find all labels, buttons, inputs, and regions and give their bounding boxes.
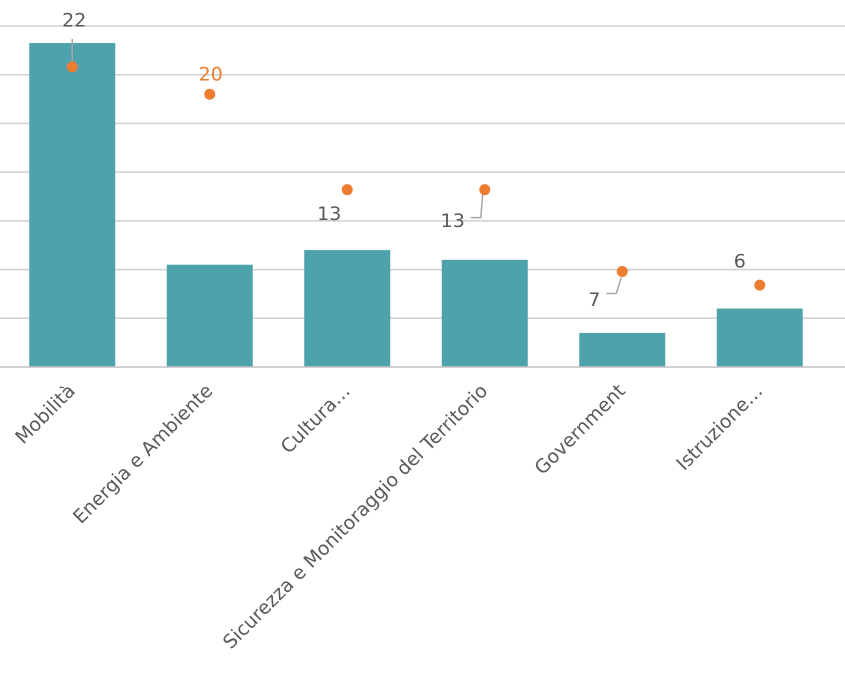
bar: [29, 43, 116, 368]
dot: [479, 184, 491, 196]
leader-line: [470, 193, 484, 219]
x-tick-label: Mobilità: [11, 380, 80, 449]
dot: [616, 266, 628, 278]
data-label: 6: [734, 251, 746, 273]
data-label: 13: [441, 210, 465, 232]
bar: [716, 308, 803, 367]
dot: [754, 279, 766, 291]
data-label: 20: [199, 64, 223, 86]
x-tick-label: Cultura…: [277, 380, 355, 458]
bar: [579, 332, 666, 367]
bar: [166, 264, 253, 367]
x-tick-label: Government: [530, 380, 629, 479]
leader-line: [606, 277, 622, 295]
data-label: 13: [317, 203, 341, 225]
bar: [304, 250, 391, 367]
data-label: 22: [62, 9, 86, 31]
bar: [441, 259, 528, 367]
x-tick-label: Sicurezza e Monitoraggio del Territorio: [219, 380, 492, 653]
x-tick-label: Energia e Ambiente: [69, 380, 217, 528]
dot: [66, 61, 78, 73]
data-label: 7: [588, 289, 600, 311]
x-tick-label: Istruzione…: [672, 380, 767, 475]
dot: [204, 88, 216, 100]
dot: [341, 184, 353, 196]
